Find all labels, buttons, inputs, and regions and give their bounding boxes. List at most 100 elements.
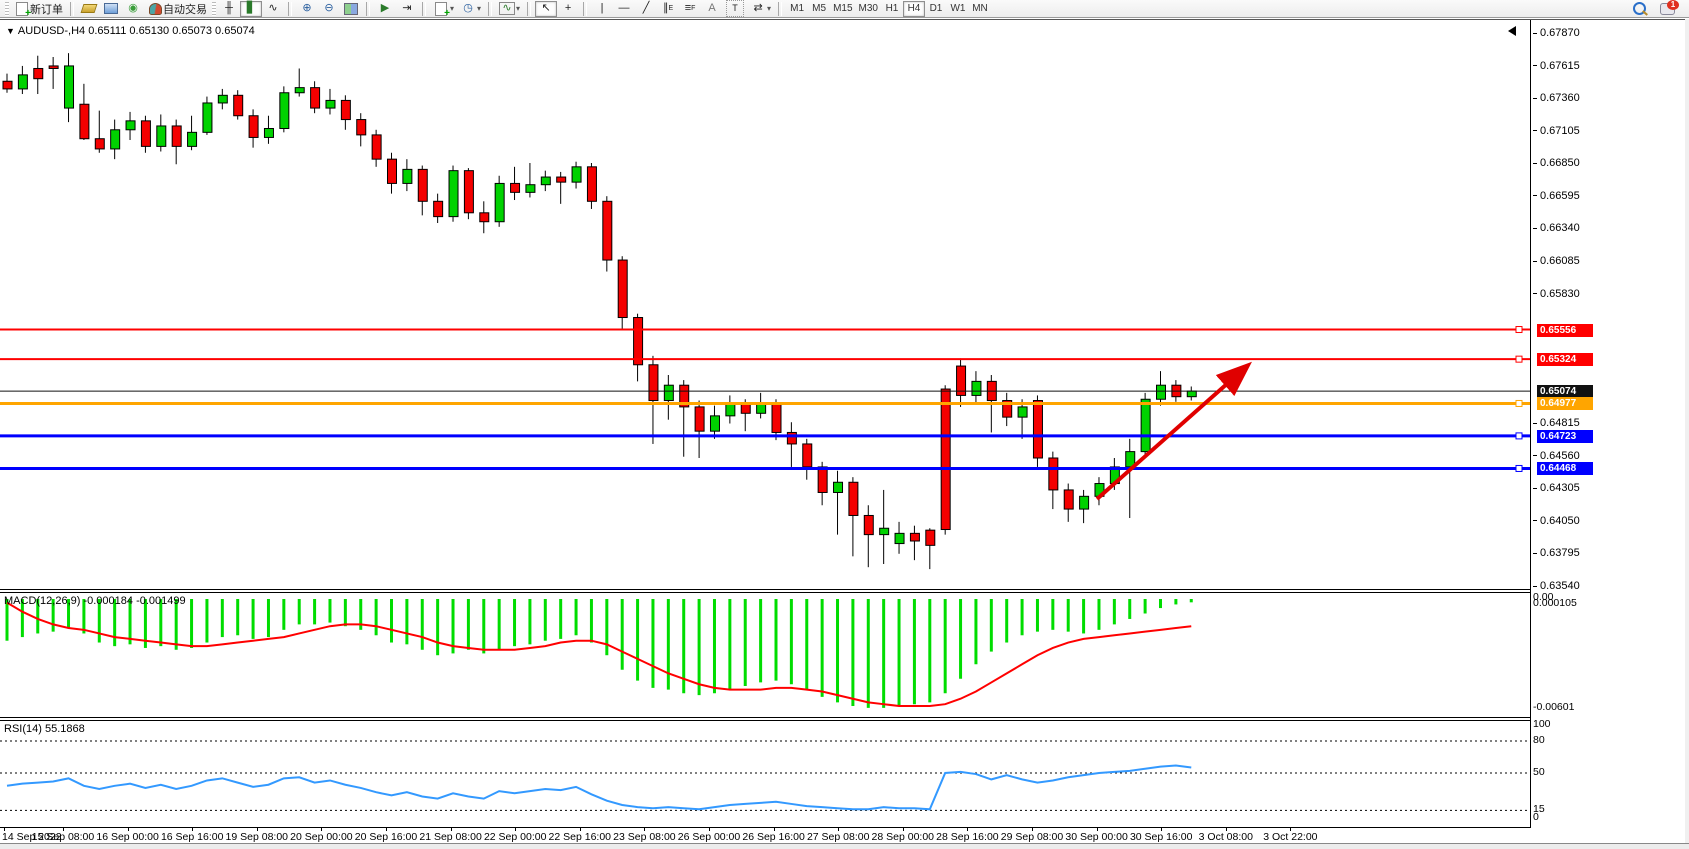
- indicators-button[interactable]: ∿ ▾: [496, 1, 523, 17]
- zoom-in-button[interactable]: ⊕: [296, 1, 318, 17]
- candle-up: [279, 92, 290, 130]
- time-label: 29 Sep 08:00: [1000, 831, 1064, 843]
- trendline-tool-button[interactable]: ╱: [635, 1, 657, 17]
- candle-down: [925, 529, 936, 546]
- candle-down: [387, 158, 397, 184]
- profiles-button[interactable]: ◷ ▾: [457, 1, 484, 17]
- timeframe-w1-button[interactable]: W1: [950, 3, 966, 14]
- new-order-icon: +: [14, 1, 31, 18]
- chart-shift-icon: ⇥: [402, 2, 412, 14]
- new-order-button[interactable]: + 新订单: [11, 1, 66, 18]
- pane-separator[interactable]: [0, 717, 1689, 718]
- hline-handle[interactable]: [1515, 399, 1523, 407]
- hline-handle[interactable]: [1515, 326, 1523, 334]
- text-tool-button[interactable]: A: [701, 1, 723, 17]
- candle-down: [648, 364, 659, 402]
- symbol-info-line[interactable]: ▼ AUDUSD-,H4 0.65111 0.65130 0.65073 0.65…: [6, 25, 255, 37]
- candlestick-icon: ▋: [246, 2, 256, 14]
- fibonacci-tool-button[interactable]: ≡ F: [679, 1, 701, 17]
- timeframe-m1-button[interactable]: M1: [790, 3, 805, 14]
- rsi-svg[interactable]: [0, 721, 1530, 827]
- pane-separator: [0, 827, 1689, 828]
- macd-svg[interactable]: [0, 593, 1530, 717]
- auto-scroll-icon: ▶: [380, 2, 390, 14]
- notifications-button[interactable]: 1: [1657, 0, 1679, 17]
- publish-button[interactable]: [100, 1, 122, 17]
- hline-handle[interactable]: [1515, 355, 1523, 363]
- timeframe-m30-button[interactable]: M30: [858, 3, 878, 14]
- trend-arrow-annotation[interactable]: [1095, 361, 1252, 501]
- main-price-pane[interactable]: [0, 21, 1530, 589]
- pane-separator[interactable]: [0, 589, 1689, 590]
- timeframe-m15-button[interactable]: M15: [833, 3, 853, 14]
- zoom-in-icon: ⊕: [302, 2, 312, 14]
- main-chart-svg[interactable]: [0, 21, 1530, 589]
- new-chart-button[interactable]: + ▾: [430, 1, 457, 18]
- text-label-tool-button[interactable]: T: [723, 0, 747, 17]
- trendline-icon: ╱: [642, 2, 650, 14]
- time-axis[interactable]: 14 Sep 2022 15 Sep 08:00 16 Sep 00:00 16 Se…: [0, 828, 1689, 844]
- price-line-badge[interactable]: 0.65324: [1537, 353, 1593, 367]
- timeframe-h4-button[interactable]: H4: [902, 0, 925, 17]
- pane-separator[interactable]: [0, 720, 1689, 721]
- shapes-tool-button[interactable]: ⇄ ▾: [747, 1, 774, 17]
- chart-shift-button[interactable]: ⇥: [396, 1, 418, 17]
- rsi-label: RSI(14) 55.1868: [4, 723, 85, 735]
- candle-up: [571, 166, 582, 183]
- timeframe-m5-button[interactable]: M5: [812, 3, 827, 14]
- channel-tool-button[interactable]: ∥ E: [657, 1, 679, 17]
- price-axis[interactable]: 0.67870 0.67615 0.67360 0.67105 0.66850 0.665…: [1531, 20, 1689, 844]
- timeframe-mn-button[interactable]: MN: [972, 3, 988, 14]
- price-line-badge[interactable]: 0.65556: [1537, 323, 1593, 337]
- hline-handle[interactable]: [1515, 432, 1523, 440]
- candle-up: [217, 94, 228, 104]
- signals-button[interactable]: ◉: [122, 1, 144, 17]
- toolbar-grip[interactable]: [212, 1, 216, 16]
- timeframe-d1-button[interactable]: D1: [929, 3, 943, 14]
- price-line-badge[interactable]: 0.64977: [1537, 397, 1593, 411]
- one-click-dropdown-icon[interactable]: ▼: [6, 26, 15, 36]
- hline-handle[interactable]: [1515, 464, 1523, 472]
- cursor-tool-button[interactable]: ↖: [535, 0, 558, 17]
- separator: [527, 1, 532, 16]
- vertical-line-tool-button[interactable]: |: [591, 1, 613, 17]
- toolbar-grip[interactable]: [5, 1, 9, 16]
- vertical-line-icon: |: [600, 2, 604, 14]
- candle-up: [294, 87, 305, 94]
- candle-down: [586, 166, 597, 202]
- zoom-out-button[interactable]: ⊖: [318, 1, 340, 17]
- bar-chart-button[interactable]: ╫: [218, 1, 240, 17]
- candle-up: [125, 120, 136, 131]
- tile-windows-button[interactable]: [340, 1, 362, 17]
- price-line-badge[interactable]: 0.65074: [1537, 385, 1593, 399]
- price-tick-label: 0.67870: [1533, 27, 1580, 39]
- time-label: 30 Sep 16:00: [1129, 831, 1193, 843]
- line-chart-button[interactable]: ∿: [262, 1, 284, 17]
- candle-down: [956, 365, 967, 396]
- candle-down: [802, 443, 813, 468]
- candles[interactable]: [2, 53, 1197, 570]
- candlestick-chart-button[interactable]: ▋: [240, 0, 262, 17]
- macd-axis-label: -0.00601: [1533, 701, 1575, 713]
- price-tick-label: 0.64815: [1533, 417, 1580, 429]
- right-edge-strip: [1685, 19, 1689, 843]
- rsi-pane[interactable]: RSI(14) 55.1868: [0, 721, 1530, 827]
- separator: [778, 1, 783, 16]
- auto-trading-button[interactable]: 自动交易: [144, 1, 210, 17]
- history-center-button[interactable]: [78, 1, 100, 17]
- time-tick: [902, 828, 904, 831]
- clock-icon: ◷: [463, 2, 473, 14]
- horizontal-line-tool-button[interactable]: —: [613, 1, 635, 17]
- price-line-badge[interactable]: 0.64723: [1537, 429, 1593, 443]
- search-button[interactable]: [1630, 1, 1649, 17]
- price-line-badge[interactable]: 0.64468: [1537, 462, 1593, 476]
- macd-pane[interactable]: MACD(12,26,9) -0.000184 -0.001499: [0, 593, 1530, 717]
- candle-down: [2, 80, 13, 90]
- auto-scroll-button[interactable]: ▶: [374, 1, 396, 17]
- crosshair-tool-button[interactable]: +: [557, 1, 579, 17]
- rsi-line: [6, 764, 1192, 811]
- candle-down: [679, 384, 690, 408]
- timeframe-h1-button[interactable]: H1: [885, 3, 899, 14]
- time-tick: [450, 828, 452, 831]
- pane-separator[interactable]: [0, 592, 1689, 593]
